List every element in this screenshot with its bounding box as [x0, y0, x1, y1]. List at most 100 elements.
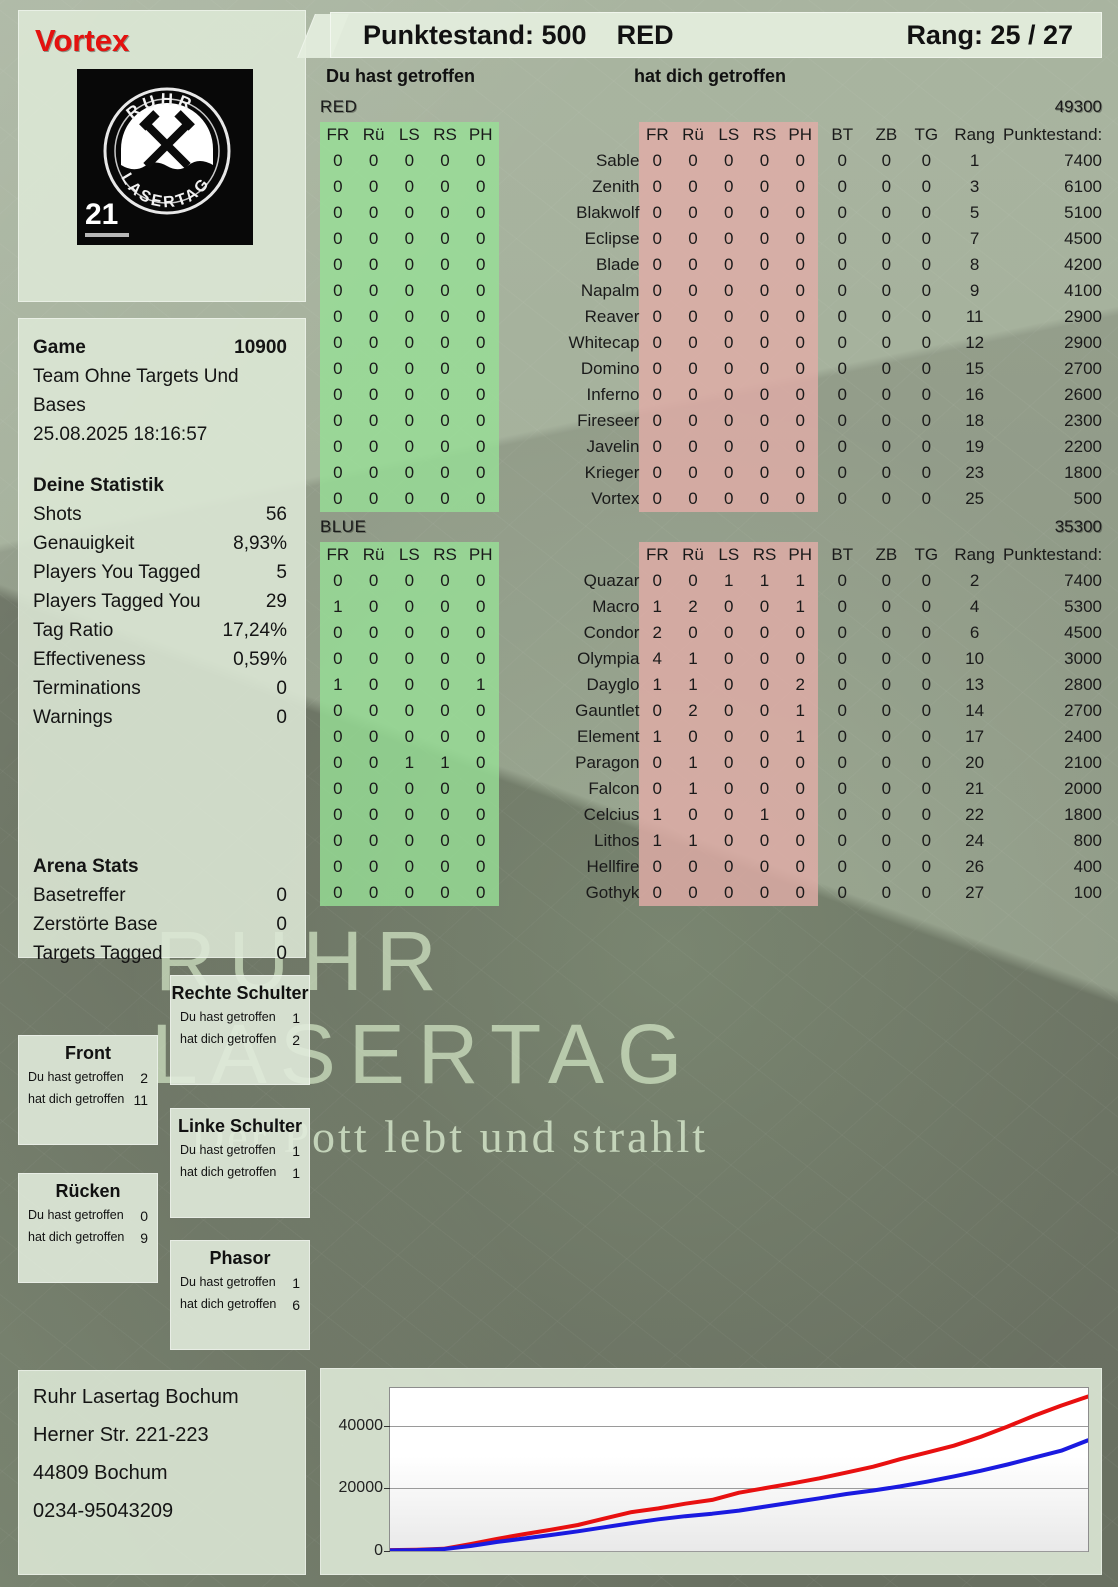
zone-phasor: Phasor Du hast getroffen 1 hat dich getr… — [170, 1240, 310, 1350]
table-row[interactable]: 0 0 0 0 0 Javelin 0 0 0 0 0 0 0 0 19 2200 — [320, 434, 1102, 460]
cell-got-hit: 0 — [746, 226, 783, 252]
col-TG: TG — [914, 125, 939, 144]
cell-got-hit: 0 — [639, 568, 676, 594]
player-name-cell: Inferno — [586, 385, 640, 404]
cell-hit: 0 — [427, 330, 463, 356]
chart-plot-area: 0 20000 40000 — [339, 1387, 1089, 1559]
cell-got-hit: 0 — [639, 854, 676, 880]
cell-hit: 0 — [355, 724, 392, 750]
zone-rechte-schulter-title: Rechte Schulter — [171, 983, 309, 1003]
cell-hit: 0 — [320, 330, 356, 356]
cell-bt: 0 — [837, 437, 847, 456]
cell-bt: 0 — [837, 229, 847, 248]
cell-bt: 0 — [837, 805, 847, 824]
cell-got-hit: 0 — [746, 828, 783, 854]
table-row[interactable]: 1 0 0 0 1 Dayglo 1 1 0 0 2 0 0 0 13 2800 — [320, 672, 1102, 698]
table-row[interactable]: 0 0 0 0 0 Hellfire 0 0 0 0 0 0 0 0 26 400 — [320, 854, 1102, 880]
cell-rank: 13 — [965, 675, 985, 694]
cell-rank: 14 — [965, 701, 985, 720]
table-row[interactable]: 0 0 0 0 0 Inferno 0 0 0 0 0 0 0 0 16 2600 — [320, 382, 1102, 408]
table-row[interactable]: 0 0 0 0 0 Gauntlet 0 2 0 0 1 0 0 0 14 2700 — [320, 698, 1102, 724]
scoreboard: Du hast getroffen hat dich getroffen RED… — [320, 66, 1102, 1346]
cell-got-hit: 0 — [710, 854, 747, 880]
cell-score: 3000 — [1064, 649, 1102, 668]
cell-hit: 0 — [462, 724, 499, 750]
cell-zb: 0 — [881, 411, 892, 430]
cell-got-hit: 0 — [710, 278, 747, 304]
table-row[interactable]: 0 0 0 0 0 Falcon 0 1 0 0 0 0 0 0 21 2000 — [320, 776, 1102, 802]
table-row[interactable]: 0 0 0 0 0 Whitecap 0 0 0 0 0 0 0 0 12 2900 — [320, 330, 1102, 356]
table-row[interactable]: 0 0 0 0 0 Blade 0 0 0 0 0 0 0 0 8 4200 — [320, 252, 1102, 278]
zone-phasor-got-hit: hat dich getroffen 6 — [171, 1291, 309, 1313]
cell-got-hit: 1 — [639, 724, 676, 750]
cell-rank: 16 — [965, 385, 985, 404]
cell-hit: 0 — [427, 200, 463, 226]
table-row[interactable]: 0 0 0 0 0 Napalm 0 0 0 0 0 0 0 0 9 4100 — [320, 278, 1102, 304]
table-row[interactable]: 1 0 0 0 0 Macro 1 2 0 0 1 0 0 0 4 5300 — [320, 594, 1102, 620]
cell-zb: 0 — [881, 831, 892, 850]
zone-phasor-title: Phasor — [209, 1248, 271, 1268]
cell-got-hit: 0 — [710, 174, 747, 200]
cell-rank: 20 — [965, 753, 985, 772]
table-row[interactable]: 0 0 0 0 0 Lithos 1 1 0 0 0 0 0 0 24 800 — [320, 828, 1102, 854]
cell-got-hit: 0 — [639, 330, 676, 356]
stat-label: Shots — [33, 504, 82, 525]
cell-bt: 0 — [837, 255, 847, 274]
table-row[interactable]: 0 0 0 0 0 Vortex 0 0 0 0 0 0 0 0 25 500 — [320, 486, 1102, 512]
col-got-RS: RS — [746, 542, 783, 568]
table-row[interactable]: 0 0 0 0 0 Zenith 0 0 0 0 0 0 0 0 3 6100 — [320, 174, 1102, 200]
arena-stats-title: Arena Stats — [33, 852, 287, 881]
cell-zb: 0 — [881, 359, 892, 378]
stat-value: 29 — [265, 591, 287, 612]
player-name-cell: Falcon — [588, 779, 640, 798]
cell-bt: 0 — [837, 203, 847, 222]
cell-hit: 0 — [391, 330, 428, 356]
table-row[interactable]: 0 0 0 0 0 Eclipse 0 0 0 0 0 0 0 0 7 4500 — [320, 226, 1102, 252]
cell-got-hit: 1 — [639, 802, 676, 828]
table-row[interactable]: 0 0 0 0 0 Krieger 0 0 0 0 0 0 0 0 23 1800 — [320, 460, 1102, 486]
cell-got-hit: 0 — [710, 200, 747, 226]
table-row[interactable]: 0 0 0 0 0 Reaver 0 0 0 0 0 0 0 0 11 2900 — [320, 304, 1102, 330]
table-row[interactable]: 0 0 0 0 0 Blakwolf 0 0 0 0 0 0 0 0 5 5100 — [320, 200, 1102, 226]
cell-rank: 25 — [965, 489, 985, 508]
table-row[interactable]: 0 0 0 0 0 Quazar 0 0 1 1 1 0 0 0 2 7400 — [320, 568, 1102, 594]
table-row[interactable]: 0 0 0 0 0 Fireseer 0 0 0 0 0 0 0 0 18 2300 — [320, 408, 1102, 434]
cell-zb: 0 — [881, 281, 892, 300]
table-row[interactable]: 0 0 0 0 0 Olympia 4 1 0 0 0 0 0 0 10 3000 — [320, 646, 1102, 672]
col-hit-PH: PH — [462, 122, 499, 148]
cell-got-hit: 0 — [782, 408, 819, 434]
cell-score: 5100 — [1064, 203, 1102, 222]
cell-hit: 0 — [320, 828, 356, 854]
table-row[interactable]: 0 0 1 1 0 Paragon 0 1 0 0 0 0 0 0 20 2100 — [320, 750, 1102, 776]
cell-hit: 0 — [391, 698, 428, 724]
cell-got-hit: 0 — [639, 226, 676, 252]
cell-bt: 0 — [837, 649, 847, 668]
col-got-LS: LS — [710, 542, 747, 568]
cell-got-hit: 0 — [746, 460, 783, 486]
arena-stats-rows: Basetreffer 0 Zerstörte Base 0 Targets Tagge… — [33, 881, 287, 968]
cell-rank: 23 — [965, 463, 985, 482]
table-row[interactable]: 0 0 0 0 0 Celcius 1 0 0 1 0 0 0 0 22 1800 — [320, 802, 1102, 828]
table-row[interactable]: 0 0 0 0 0 Domino 0 0 0 0 0 0 0 0 15 2700 — [320, 356, 1102, 382]
cell-tg: 0 — [921, 437, 932, 456]
logo-number: 21 — [85, 200, 129, 237]
table-row[interactable]: 0 0 0 0 0 Sable 0 0 0 0 0 0 0 0 1 7400 — [320, 148, 1102, 174]
cell-got-hit: 1 — [675, 646, 711, 672]
table-row[interactable]: 0 0 0 0 0 Element 1 0 0 0 1 0 0 0 17 2400 — [320, 724, 1102, 750]
cell-got-hit: 0 — [639, 776, 676, 802]
cell-got-hit: 0 — [639, 434, 676, 460]
cell-hit: 0 — [462, 226, 499, 252]
cell-zb: 0 — [881, 177, 892, 196]
cell-hit: 0 — [427, 802, 463, 828]
cell-hit: 0 — [320, 252, 356, 278]
table-row[interactable]: 0 0 0 0 0 Condor 2 0 0 0 0 0 0 0 6 4500 — [320, 620, 1102, 646]
col-Rang: Rang — [954, 125, 995, 144]
col-got-PH: PH — [782, 542, 819, 568]
cell-score: 7400 — [1064, 151, 1102, 170]
table-row[interactable]: 0 0 0 0 0 Gothyk 0 0 0 0 0 0 0 0 27 100 — [320, 880, 1102, 906]
cell-got-hit: 0 — [782, 776, 819, 802]
cell-score: 2600 — [1064, 385, 1102, 404]
cell-hit: 0 — [355, 330, 392, 356]
team-name: RED — [320, 97, 358, 116]
cell-hit: 0 — [427, 620, 463, 646]
